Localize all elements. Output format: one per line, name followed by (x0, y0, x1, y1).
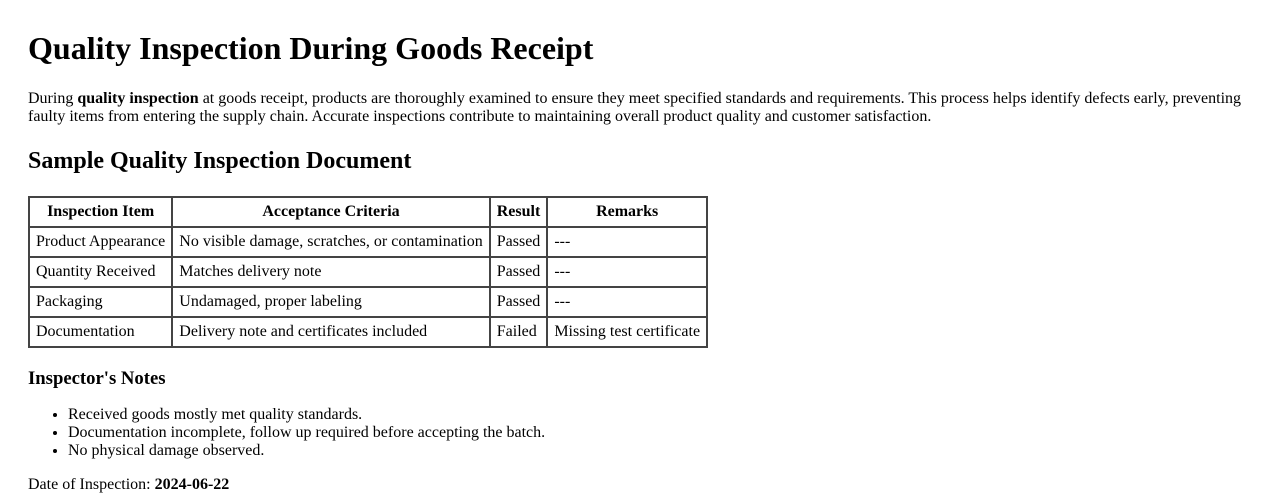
notes-list: Received goods mostly met quality standa… (28, 406, 1258, 460)
column-header: Remarks (546, 196, 709, 228)
table-cell: No visible damage, scratches, or contami… (171, 226, 491, 258)
table-cell: Undamaged, proper labeling (171, 286, 491, 318)
column-header: Acceptance Criteria (171, 196, 491, 228)
table-cell: --- (546, 226, 709, 258)
table-cell: Passed (488, 226, 549, 258)
table-header-row: Inspection Item Acceptance Criteria Resu… (27, 196, 709, 228)
section-title: Sample Quality Inspection Document (28, 148, 412, 174)
date-label: Date of Inspection: (28, 476, 155, 493)
table-cell: Quantity Received (27, 256, 174, 288)
table-row: Documentation Delivery note and certific… (27, 316, 709, 348)
table-row: Quantity Received Matches delivery note … (27, 256, 709, 288)
table-cell: Failed (488, 316, 549, 348)
list-item: No physical damage observed. (68, 442, 1258, 460)
intro-text: at goods receipt, products are thoroughl… (28, 90, 1242, 125)
column-header: Result (488, 196, 549, 228)
table-cell: Delivery note and certificates included (171, 316, 491, 348)
page-title: Quality Inspection During Goods Receipt (28, 30, 594, 66)
table-row: Packaging Undamaged, proper labeling Pas… (27, 286, 709, 318)
table-cell: --- (546, 286, 709, 318)
table-cell: Passed (488, 286, 549, 318)
table-cell: Missing test certificate (546, 316, 709, 348)
column-header: Inspection Item (27, 196, 174, 228)
table-cell: Matches delivery note (171, 256, 491, 288)
inspection-date: Date of Inspection: 2024-06-22 (28, 476, 1258, 494)
table-cell: Passed (488, 256, 549, 288)
table-row: Product Appearance No visible damage, sc… (27, 226, 709, 258)
list-item: Received goods mostly met quality standa… (68, 406, 1258, 424)
table-cell: Product Appearance (27, 226, 174, 258)
intro-bold: quality inspection (77, 90, 199, 107)
table-cell: Packaging (27, 286, 174, 318)
table-cell: Documentation (27, 316, 174, 348)
list-item: Documentation incomplete, follow up requ… (68, 424, 1258, 442)
intro-paragraph: During quality inspection at goods recei… (28, 90, 1258, 126)
inspection-table: Inspection Item Acceptance Criteria Resu… (27, 196, 709, 348)
table-cell: --- (546, 256, 709, 288)
date-value: 2024-06-22 (154, 476, 230, 493)
intro-text: During (28, 90, 78, 107)
notes-title: Inspector's Notes (28, 368, 166, 389)
